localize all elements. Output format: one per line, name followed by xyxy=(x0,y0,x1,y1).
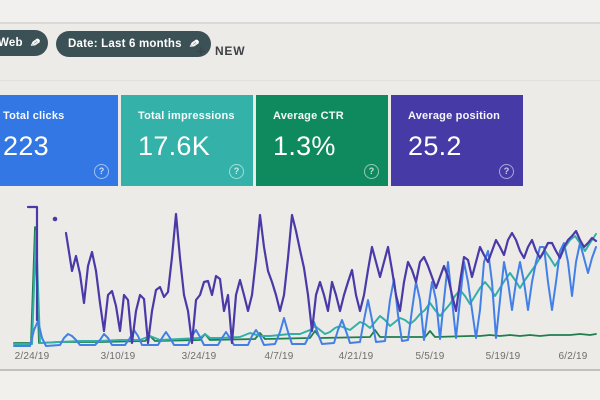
series-impressions-line xyxy=(13,230,597,345)
series-position-line xyxy=(26,205,39,322)
card-label: Total impressions xyxy=(138,110,235,122)
card-total-impressions[interactable]: Total impressions 17.6K ? xyxy=(121,95,253,186)
date-filter-chip[interactable]: Date: Last 6 months ✎ xyxy=(56,31,211,57)
card-label: Total clicks xyxy=(3,110,65,122)
card-label: Average position xyxy=(408,110,501,122)
x-tick-label: 4/21/19 xyxy=(338,351,374,362)
help-icon[interactable]: ? xyxy=(94,164,109,179)
toolbar-divider xyxy=(0,80,600,81)
x-tick-label: 4/7/19 xyxy=(264,351,294,362)
card-value: 1.3% xyxy=(273,131,336,161)
help-icon[interactable]: ? xyxy=(499,164,514,179)
x-tick-label: 5/19/19 xyxy=(485,351,521,362)
card-average-ctr[interactable]: Average CTR 1.3% ? xyxy=(256,95,388,186)
card-value: 223 xyxy=(3,131,49,161)
web-filter-chip[interactable]: Web ✎ xyxy=(0,30,48,56)
card-label: Average CTR xyxy=(273,110,344,122)
x-tick-label: 5/5/19 xyxy=(415,351,445,362)
card-total-clicks[interactable]: Total clicks 223 ? xyxy=(0,95,118,186)
help-icon[interactable]: ? xyxy=(229,164,244,179)
series-clicks-line xyxy=(13,242,597,347)
new-filter-button[interactable]: + NEW xyxy=(196,40,245,62)
series-position-line xyxy=(64,212,598,345)
new-button-label: NEW xyxy=(214,44,246,58)
bottom-divider xyxy=(0,369,600,371)
series-ctr-line xyxy=(13,226,597,344)
metric-cards-row: Total clicks 223 ? Total impressions 17.… xyxy=(0,95,523,186)
x-tick-label: 6/2/19 xyxy=(558,351,588,362)
help-icon[interactable]: ? xyxy=(364,164,379,179)
x-tick-label: 3/10/19 xyxy=(100,351,136,362)
bottom-bezel-area xyxy=(0,371,600,400)
card-value: 25.2 xyxy=(408,131,462,161)
card-average-position[interactable]: Average position 25.2 ? xyxy=(391,95,523,186)
chart-x-axis: 2/24/19 3/10/19 3/24/19 4/7/19 4/21/19 5/5/19… xyxy=(0,351,600,365)
performance-line-chart[interactable] xyxy=(0,190,600,360)
edit-pencil-icon[interactable]: ✎ xyxy=(28,35,42,51)
series-position-point xyxy=(52,216,58,222)
plus-icon: + xyxy=(196,41,206,61)
web-chip-label: Web xyxy=(0,37,23,49)
card-value: 17.6K xyxy=(138,131,211,161)
x-tick-label: 3/24/19 xyxy=(181,351,217,362)
date-chip-label: Date: Last 6 months xyxy=(68,38,182,50)
screen-top-edge xyxy=(0,22,600,24)
x-tick-label: 2/24/19 xyxy=(14,351,50,362)
top-strip xyxy=(0,0,600,22)
